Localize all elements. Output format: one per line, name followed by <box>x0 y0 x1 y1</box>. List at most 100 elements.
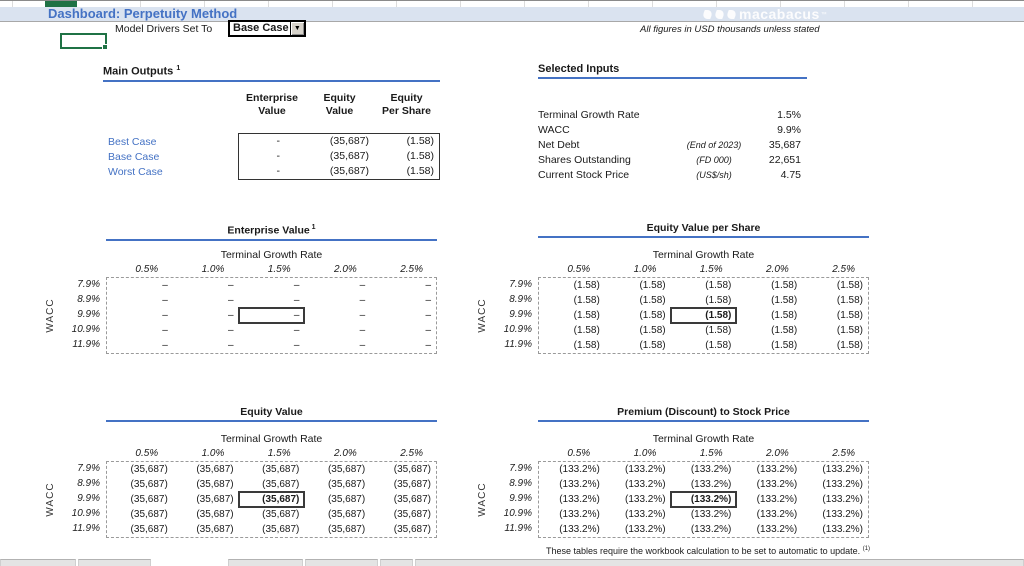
sens-cell[interactable]: – <box>425 310 431 321</box>
sens-cell[interactable]: – <box>228 340 234 351</box>
sens-cell[interactable]: (35,687) <box>130 524 168 535</box>
sens-cell[interactable]: (133.2%) <box>625 464 666 475</box>
sens-cell-highlighted[interactable]: – <box>237 307 306 324</box>
sens-cell[interactable]: (35,687) <box>393 479 431 490</box>
sens-cell[interactable]: – <box>293 325 300 336</box>
sens-cell[interactable]: (133.2%) <box>559 494 600 505</box>
sens-cell[interactable]: (35,687) <box>262 509 300 520</box>
sens-cell[interactable]: (35,687) <box>130 479 168 490</box>
sens-cell[interactable]: (35,687) <box>393 509 431 520</box>
sens-cell[interactable]: (35,687) <box>327 464 366 475</box>
selected-cell[interactable] <box>60 33 108 50</box>
sens-cell[interactable]: (133.2%) <box>690 479 732 490</box>
sens-cell[interactable]: (1.58) <box>836 295 863 306</box>
sens-cell[interactable]: – <box>425 280 431 291</box>
sens-cell[interactable]: (1.58) <box>639 295 666 306</box>
cell[interactable]: (35,687) <box>329 135 369 147</box>
sens-cell[interactable]: (1.58) <box>771 295 798 306</box>
sens-cell[interactable]: (35,687) <box>196 524 234 535</box>
cell[interactable]: (1.58) <box>406 135 434 147</box>
sens-cell[interactable]: (133.2%) <box>822 479 863 490</box>
cell[interactable]: (35,687) <box>329 150 369 162</box>
sens-cell[interactable]: – <box>425 325 431 336</box>
cell[interactable]: 9.9% <box>777 124 801 136</box>
cell[interactable]: - <box>276 135 281 147</box>
sens-cell[interactable]: (1.58) <box>771 325 798 336</box>
sens-cell[interactable]: – <box>228 310 234 321</box>
sens-cell[interactable]: – <box>359 325 366 336</box>
sens-cell[interactable]: (35,687) <box>327 494 366 505</box>
sens-cell[interactable]: (35,687) <box>196 464 234 475</box>
sens-cell[interactable]: – <box>359 295 366 306</box>
sens-cell[interactable]: (1.58) <box>771 280 798 291</box>
model-drivers-dropdown[interactable]: Base Case ▼ <box>228 20 306 37</box>
sens-cell[interactable]: (133.2%) <box>625 509 666 520</box>
sens-cell[interactable]: (133.2%) <box>625 479 666 490</box>
sens-cell[interactable]: – <box>228 295 234 306</box>
sens-cell[interactable]: – <box>359 340 366 351</box>
sens-cell[interactable]: (133.2%) <box>822 464 863 475</box>
sens-cell[interactable]: (133.2%) <box>822 524 863 535</box>
sens-cell[interactable]: (133.2%) <box>756 494 798 505</box>
sens-cell[interactable]: (1.58) <box>573 280 600 291</box>
sens-cell[interactable]: (1.58) <box>836 340 863 351</box>
cell[interactable]: 22,651 <box>768 154 801 166</box>
sens-cell[interactable]: (133.2%) <box>756 479 798 490</box>
sens-cell[interactable]: (35,687) <box>262 479 300 490</box>
sens-cell[interactable]: (1.58) <box>573 310 600 321</box>
sens-cell[interactable]: (35,687) <box>327 479 366 490</box>
sens-cell[interactable]: (1.58) <box>639 325 666 336</box>
sens-cell[interactable]: – <box>293 295 300 306</box>
sens-cell[interactable]: (1.58) <box>705 325 732 336</box>
cell[interactable]: (35,687) <box>329 165 369 177</box>
sens-cell[interactable]: – <box>425 340 431 351</box>
sens-cell[interactable]: (35,687) <box>393 494 431 505</box>
sens-cell-highlighted[interactable]: (35,687) <box>237 491 306 508</box>
sens-cell[interactable]: – <box>293 340 300 351</box>
sens-cell[interactable]: (1.58) <box>573 295 600 306</box>
fill-handle[interactable] <box>102 44 108 50</box>
sens-cell[interactable]: – <box>162 325 168 336</box>
sens-cell[interactable]: (1.58) <box>639 310 666 321</box>
sens-cell[interactable]: (1.58) <box>836 310 863 321</box>
sens-cell[interactable]: (1.58) <box>639 340 666 351</box>
sens-cell[interactable]: (1.58) <box>771 340 798 351</box>
sens-cell[interactable]: (133.2%) <box>625 524 666 535</box>
sens-cell[interactable]: (35,687) <box>196 479 234 490</box>
sens-cell[interactable]: – <box>359 280 366 291</box>
cell[interactable]: (1.58) <box>406 150 434 162</box>
sens-cell[interactable]: (35,687) <box>130 494 168 505</box>
sens-cell[interactable]: – <box>425 295 431 306</box>
sens-cell[interactable]: – <box>228 325 234 336</box>
sens-cell[interactable]: (35,687) <box>327 524 366 535</box>
cell[interactable]: 35,687 <box>768 139 801 151</box>
sens-cell[interactable]: (35,687) <box>196 494 234 505</box>
sens-cell[interactable]: (133.2%) <box>559 509 600 520</box>
sens-cell[interactable]: – <box>162 295 168 306</box>
cell[interactable]: - <box>276 165 281 177</box>
sens-cell[interactable]: (133.2%) <box>822 509 863 520</box>
sens-cell[interactable]: (35,687) <box>196 509 234 520</box>
sens-cell[interactable]: (133.2%) <box>690 464 732 475</box>
sens-cell[interactable]: – <box>293 280 300 291</box>
dropdown-arrow-icon[interactable]: ▼ <box>289 22 304 35</box>
cell[interactable]: (1.58) <box>406 165 434 177</box>
sens-cell[interactable]: (133.2%) <box>625 494 666 505</box>
sens-cell[interactable]: – <box>162 340 168 351</box>
sens-cell[interactable]: (133.2%) <box>756 524 798 535</box>
sens-cell[interactable]: (1.58) <box>705 295 732 306</box>
sens-cell[interactable]: – <box>228 280 234 291</box>
sens-cell[interactable]: (133.2%) <box>559 479 600 490</box>
sens-cell[interactable]: (1.58) <box>639 280 666 291</box>
cell[interactable]: - <box>276 150 281 162</box>
sens-cell[interactable]: (133.2%) <box>690 524 732 535</box>
sens-cell[interactable]: (133.2%) <box>822 494 863 505</box>
sens-cell[interactable]: (1.58) <box>705 280 732 291</box>
sens-cell[interactable]: – <box>359 310 366 321</box>
sens-cell[interactable]: (35,687) <box>262 464 300 475</box>
sens-cell[interactable]: (35,687) <box>262 524 300 535</box>
sens-cell[interactable]: (133.2%) <box>559 464 600 475</box>
sens-cell-highlighted[interactable]: (1.58) <box>669 307 738 324</box>
sens-cell[interactable]: (35,687) <box>327 509 366 520</box>
sens-cell[interactable]: (35,687) <box>393 524 431 535</box>
